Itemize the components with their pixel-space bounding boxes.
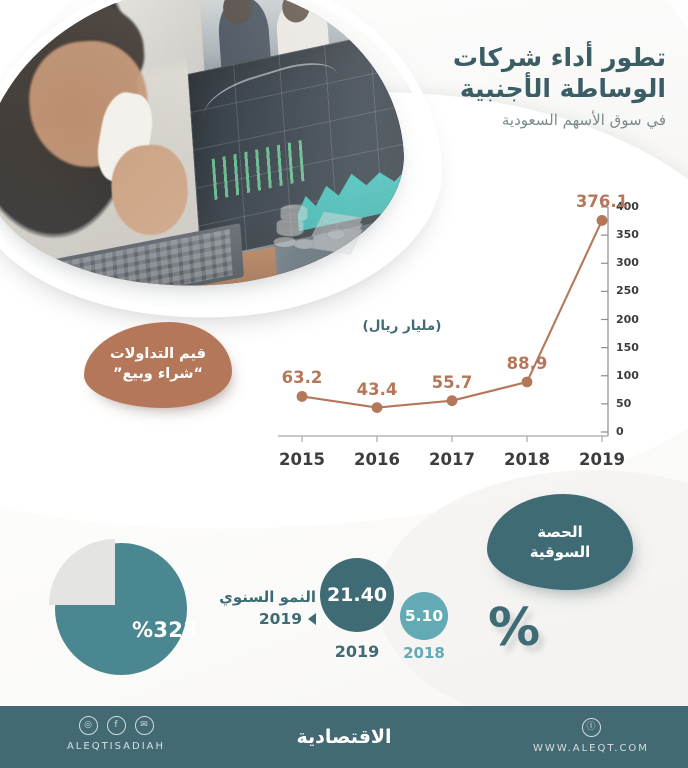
bubble-2018-caption: 2018 — [403, 644, 445, 662]
bubble-2018-value: 5.10 — [404, 607, 444, 625]
data-point-marker — [596, 215, 608, 226]
footer-brand: الاقتصادية — [296, 726, 392, 748]
data-point-marker — [521, 376, 533, 388]
x-axis-tick-label: 2016 — [354, 450, 400, 469]
annual-growth-year-row: 2019 — [196, 610, 316, 628]
market-share-bubble-2018: 5.10 — [400, 592, 448, 640]
y-axis-tick-label: 50 — [616, 396, 632, 410]
chart-unit-label: (مليار ريال) — [362, 318, 442, 334]
facebook-icon[interactable]: f — [106, 716, 126, 735]
triangle-left-icon — [308, 613, 316, 625]
data-point-label: 55.7 — [431, 372, 473, 392]
pie-svg — [49, 539, 187, 675]
annual-growth-caption: النمو السنوي 2019 — [196, 588, 316, 628]
y-axis-tick-label: 200 — [616, 312, 639, 326]
globe-icon-row: Ⓘ — [516, 718, 666, 737]
bubble-2019-value: 21.40 — [326, 584, 388, 606]
footer-handle: ALEQTISADIAH — [66, 741, 166, 752]
trading-values-line-chart: (مليار ريال) 400 350 300 250 200 150 100 50 0 201… — [272, 192, 672, 469]
footer-url: WWW.ALEQT.COM — [533, 743, 649, 754]
y-axis-tick-label: 250 — [616, 284, 639, 298]
annual-growth-label: النمو السنوي — [219, 588, 316, 606]
market-share-blob: الحصة السوقية — [487, 494, 633, 590]
annual-growth-pie-chart: %323 — [46, 536, 199, 682]
page-title-line2: الوساطة الأجنبية — [459, 74, 666, 103]
chart-series — [296, 215, 608, 413]
x-axis-tick-label: 2019 — [579, 450, 625, 469]
data-point-label: 88.9 — [506, 353, 548, 373]
data-point-label: 43.4 — [356, 379, 398, 399]
data-point-label: 376.1 — [575, 192, 629, 212]
data-point-marker — [296, 391, 308, 402]
footer-bar: ◎ f ✉ ALEQTISADIAH الاقتصادية Ⓘ WWW.ALEQT.… — [0, 706, 688, 768]
page-subtitle: في سوق الأسهم السعودية — [501, 111, 666, 129]
data-point-marker — [446, 395, 458, 407]
pie-slice-remainder — [49, 539, 115, 605]
y-axis-tick-label: 400 — [616, 200, 639, 213]
y-axis-tick-label: 0 — [616, 425, 624, 438]
trading-values-label: قيم التداولات “شراء وبيع” — [110, 346, 206, 382]
x-axis-tick-label: 2018 — [504, 450, 550, 469]
x-axis-tick-label: 2017 — [429, 450, 475, 469]
percent-symbol-icon: % — [488, 598, 541, 658]
line-chart-svg — [278, 206, 609, 442]
twitter-icon[interactable]: ✉ — [134, 716, 154, 735]
market-share-label: الحصة السوقية — [529, 522, 591, 561]
y-axis-tick-label: 350 — [616, 228, 639, 242]
annual-growth-year: 2019 — [258, 610, 302, 628]
page-title: تطور أداء شركات الوساطة الأجنبية — [336, 42, 666, 104]
footer-website-block[interactable]: Ⓘ WWW.ALEQT.COM — [516, 718, 666, 754]
data-point-marker — [371, 402, 383, 413]
chart-axes — [278, 206, 609, 442]
x-axis-tick-label: 2015 — [279, 450, 325, 469]
trading-values-blob: قيم التداولات “شراء وبيع” — [84, 322, 232, 408]
globe-icon: Ⓘ — [581, 718, 601, 737]
pie-value-label: %323 — [132, 618, 199, 642]
header: تطور أداء شركات الوساطة الأجنبية في سوق … — [336, 42, 666, 129]
money-icon — [273, 204, 363, 255]
y-axis-tick-label: 100 — [616, 368, 639, 382]
data-point-label: 63.2 — [281, 368, 323, 388]
bubble-2019-caption: 2019 — [334, 642, 380, 661]
y-axis-tick-label: 150 — [616, 340, 639, 354]
instagram-icon[interactable]: ◎ — [78, 716, 98, 735]
footer-social-block: ◎ f ✉ ALEQTISADIAH — [26, 716, 206, 752]
market-share-bubble-2019: 21.40 — [320, 558, 394, 632]
page-title-line1: تطور أداء شركات — [452, 43, 666, 72]
y-axis-tick-label: 300 — [616, 256, 639, 270]
social-icon-row[interactable]: ◎ f ✉ — [26, 716, 206, 735]
